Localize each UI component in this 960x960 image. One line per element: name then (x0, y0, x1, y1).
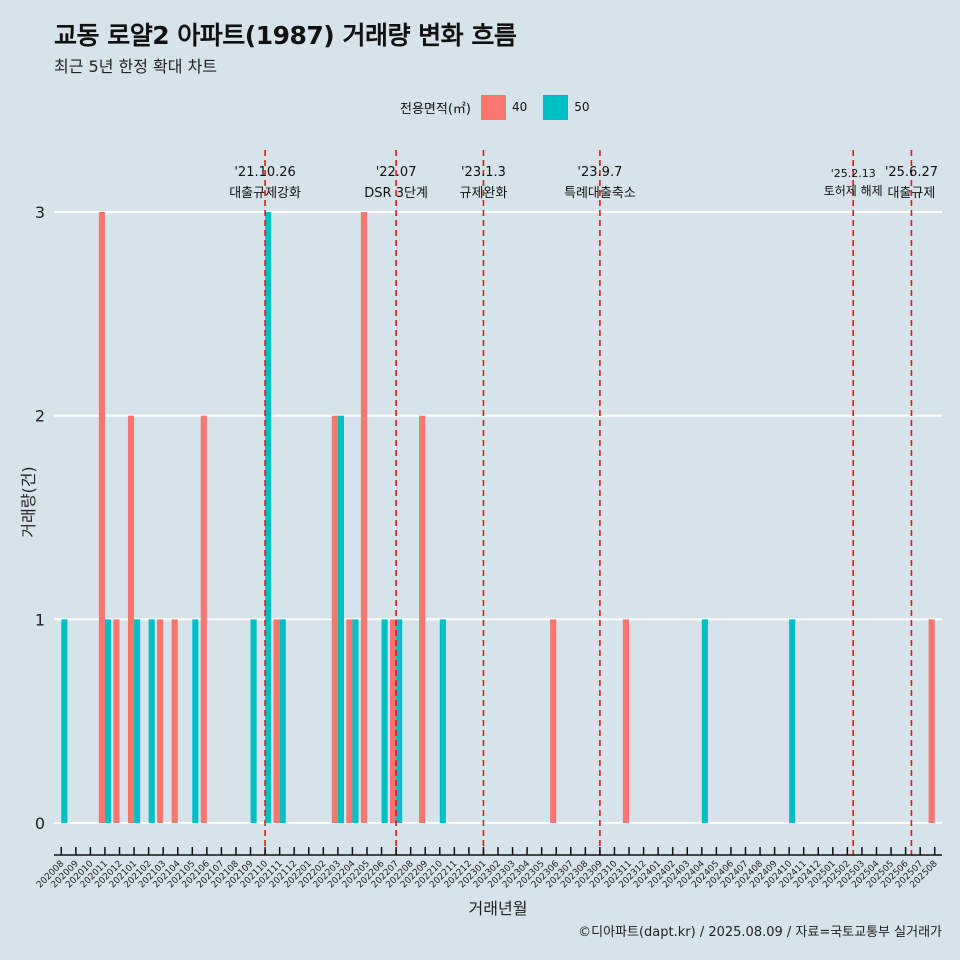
x-axis: 2020082020092020102020112020122021012021… (35, 847, 942, 890)
y-tick-label: 1 (35, 610, 45, 629)
page-title: 교동 로얄2 아파트(1987) 거래량 변화 흐름 (54, 21, 517, 50)
annotation-date: '25.2.13 (831, 167, 876, 180)
y-axis-title: 거래량(건) (19, 466, 38, 537)
bar-40-202106 (200, 415, 207, 823)
bar-50-202111 (279, 619, 286, 823)
legend-label-40: 40 (511, 100, 528, 114)
bar-50-202203 (337, 415, 344, 823)
bar-50-202109 (250, 619, 257, 823)
x-axis-title: 거래년월 (469, 899, 528, 918)
bar-40-202209 (419, 415, 426, 823)
bar-40-202111 (273, 619, 280, 823)
bar-40-202311 (622, 619, 630, 823)
bar-40-202203 (331, 415, 338, 823)
bar-50-202210 (439, 619, 446, 823)
bar-40-202104 (171, 619, 178, 823)
y-tick-label: 0 (35, 814, 45, 833)
bars (61, 212, 935, 823)
bar-40-202205 (360, 212, 367, 823)
annotation-label: DSR 3단계 (364, 186, 428, 201)
bar-40-202207 (389, 619, 397, 823)
gridlines (54, 210, 942, 825)
bar-50-202207 (396, 619, 403, 823)
annotation-date: '25.6.27 (885, 165, 938, 180)
annotation-label: 규제완화 (460, 186, 508, 201)
annotation-date: '23.9.7 (577, 165, 622, 180)
bar-50-202011 (104, 619, 112, 823)
y-axis: 0 1 2 3 (35, 203, 45, 833)
annotation-lines: '21.10.26 대출규제강화 '22.07 DSR 3단계 '23.1.3 규제완화 '… (229, 150, 938, 855)
source-caption: ©디아파트(dapt.kr) / 2025.08.09 / 자료=국토교통부 실… (578, 925, 942, 940)
legend-label-50: 50 (574, 100, 590, 114)
annotation-label: 대출규제 (888, 186, 936, 201)
bar-50-202110 (265, 212, 272, 823)
bar-40-202306 (550, 619, 557, 823)
bar-50-202102 (148, 619, 155, 823)
y-tick-label: 2 (35, 407, 45, 426)
bar-50-202404 (701, 619, 708, 823)
legend-key-40 (480, 94, 506, 120)
bar-50-202204 (352, 619, 359, 823)
y-tick-label: 3 (35, 203, 45, 222)
bar-40-202103 (157, 619, 164, 823)
bar-50-202105 (192, 619, 199, 823)
bar-50-202008 (61, 619, 68, 823)
page-subtitle: 최근 5년 한정 확대 차트 (54, 57, 218, 76)
annotation-label: 특례대출축소 (564, 186, 636, 201)
bar-40-202011 (98, 212, 105, 823)
annotation-date: '22.07 (376, 165, 417, 180)
bar-50-202410 (789, 619, 796, 823)
bar-40-202508 (928, 619, 935, 823)
bar-50-202206 (381, 619, 388, 823)
annotation-date: '21.10.26 (234, 165, 295, 180)
annotation-label: 대출규제강화 (229, 186, 301, 201)
legend-title: 전용면적(㎡) (400, 101, 471, 117)
bar-40-202012 (113, 619, 120, 823)
bar-50-202101 (134, 619, 141, 823)
annotation-label: 토허제 해제 (824, 184, 883, 198)
legend: 전용면적(㎡) 40 50 (400, 93, 596, 121)
bar-40-202204 (346, 619, 353, 823)
legend-key-50 (543, 94, 569, 120)
annotation-date: '23.1.3 (461, 165, 506, 180)
bar-40-202101 (127, 415, 135, 823)
